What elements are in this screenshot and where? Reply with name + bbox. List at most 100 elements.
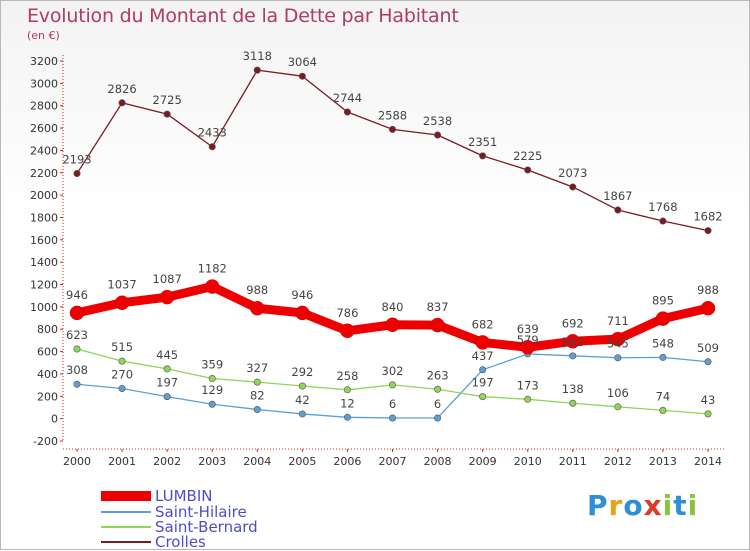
logo-letter: x <box>643 489 663 522</box>
legend-swatch <box>101 491 151 501</box>
data-label: 2744 <box>333 91 362 105</box>
data-point <box>700 300 716 316</box>
data-point <box>253 405 261 413</box>
data-label: 445 <box>156 348 178 362</box>
x-tick-label: 2006 <box>333 455 361 468</box>
data-label: 2538 <box>423 114 452 128</box>
y-tick-label: 200 <box>37 390 58 403</box>
chart-data-labels: 2193 2826 2725 2433 3118 3064 2744 2588 2538 2351… <box>62 49 722 411</box>
data-label: 1682 <box>693 210 722 224</box>
data-point <box>343 108 351 116</box>
data-label: 197 <box>156 376 178 390</box>
data-point <box>388 125 396 133</box>
data-point <box>659 406 667 414</box>
logo-letter: o <box>623 489 644 522</box>
data-point <box>614 354 622 362</box>
y-tick-label: 600 <box>37 346 58 359</box>
data-point <box>479 152 487 160</box>
data-point <box>434 385 442 393</box>
x-tick-label: 2009 <box>469 455 497 468</box>
logo-letter: r <box>608 489 624 522</box>
data-label: 270 <box>111 367 133 381</box>
x-tick-label: 2014 <box>694 455 722 468</box>
data-point <box>204 279 220 294</box>
legend-label: LUMBIN <box>155 487 213 505</box>
legend-item: Saint-Bernard <box>101 520 258 535</box>
x-tick-label: 2005 <box>288 455 316 468</box>
data-point <box>253 66 261 74</box>
data-label: 895 <box>652 294 674 308</box>
data-point <box>524 395 532 403</box>
data-point <box>388 414 396 422</box>
data-point <box>524 166 532 174</box>
data-label: 988 <box>697 283 719 297</box>
data-label: 2225 <box>513 149 542 163</box>
data-label: 3064 <box>288 55 317 69</box>
data-point <box>250 300 265 316</box>
data-point <box>163 365 171 373</box>
data-label: 509 <box>697 341 719 355</box>
data-label: 308 <box>66 363 88 377</box>
data-label: 106 <box>607 386 629 400</box>
data-label: 138 <box>562 382 584 396</box>
x-tick-label: 2010 <box>514 455 542 468</box>
y-tick-label: 0 <box>51 413 58 426</box>
data-point <box>659 353 667 361</box>
y-tick-label: 3000 <box>30 77 58 90</box>
data-point <box>73 380 81 388</box>
data-point <box>73 170 81 178</box>
data-point <box>118 357 126 365</box>
data-label: 639 <box>517 322 539 336</box>
data-label: 548 <box>652 336 674 350</box>
data-label: 946 <box>66 288 88 302</box>
data-label: 1037 <box>107 278 136 292</box>
data-label: 327 <box>246 361 268 375</box>
data-point <box>704 410 712 418</box>
data-label: 1768 <box>648 200 677 214</box>
data-point <box>479 393 487 401</box>
y-tick-label: 2600 <box>30 122 58 135</box>
logo-letter: t <box>673 489 688 522</box>
data-point <box>163 393 171 401</box>
data-label: 302 <box>382 364 404 378</box>
data-point <box>565 334 581 349</box>
data-label: 786 <box>336 306 358 320</box>
y-tick-label: 800 <box>37 323 58 336</box>
data-label: 3118 <box>243 49 272 63</box>
data-point <box>298 382 306 390</box>
data-point <box>118 384 126 392</box>
data-label: 42 <box>295 393 310 407</box>
y-tick-label: 2800 <box>30 100 58 113</box>
data-point <box>208 400 216 408</box>
legend-item: LUMBIN <box>101 487 213 505</box>
x-tick-label: 2001 <box>108 455 136 468</box>
data-point <box>614 403 622 411</box>
data-label: 2433 <box>198 126 227 140</box>
data-label: 74 <box>656 389 671 403</box>
data-point <box>163 110 171 118</box>
x-tick-label: 2007 <box>379 455 407 468</box>
legend-label: Crolles <box>155 533 206 551</box>
legend-item: Crolles <box>101 533 206 551</box>
data-point <box>114 295 130 310</box>
data-point <box>704 358 712 366</box>
chart-axes: -200 0 200 400 600 800 1000 1200 1400 1600 1800 200… <box>30 55 726 468</box>
data-label: 437 <box>472 349 494 363</box>
chart-series-lines <box>69 66 716 422</box>
data-label: 682 <box>472 317 494 331</box>
data-point <box>479 366 487 374</box>
data-label: 12 <box>340 396 355 410</box>
data-label: 579 <box>517 333 539 347</box>
data-point <box>704 227 712 235</box>
data-label: 623 <box>66 328 88 342</box>
y-tick-label: -200 <box>33 435 58 448</box>
data-label: 2588 <box>378 108 407 122</box>
x-tick-label: 2011 <box>559 455 587 468</box>
data-point <box>208 143 216 151</box>
legend-swatch <box>101 526 151 528</box>
legend-swatch <box>101 541 151 543</box>
data-point <box>614 206 622 214</box>
y-tick-label: 2200 <box>30 167 58 180</box>
